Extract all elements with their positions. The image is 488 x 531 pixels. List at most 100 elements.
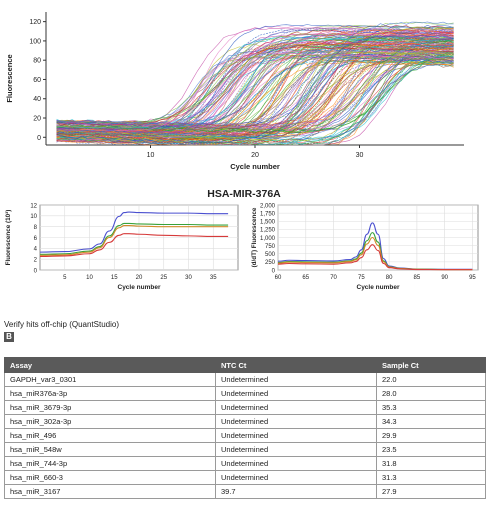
y-tick-label: 20: [33, 116, 41, 123]
table-row: hsa_miR_496 Undetermined 29.9: [4, 428, 486, 443]
amplification-curve: [56, 50, 454, 129]
amplification-curve: [56, 54, 454, 146]
ntc-ct-cell: Undetermined: [215, 456, 377, 471]
y-tick-label: 12: [30, 203, 37, 209]
amplification-curve: [56, 60, 454, 129]
amplification-curve: [56, 52, 454, 132]
assay-cell: hsa_miR_302a-3p: [4, 414, 216, 429]
table-row: hsa_miR_3167 39.7 27.9: [4, 484, 486, 499]
table-row: hsa_miR_548w Undetermined 23.5: [4, 442, 486, 457]
y-tick-label: 8: [34, 225, 38, 231]
section-title: Verify hits off-chip (QuantStudio): [4, 320, 120, 329]
x-axis-label: Cycle number: [118, 284, 161, 291]
amplification-curve: [56, 36, 454, 126]
assay-cell: hsa_miR_496: [4, 428, 216, 443]
x-tick-label: 15: [111, 275, 118, 281]
x-tick-label: 60: [275, 275, 282, 281]
table-row: hsa_miR376a-3p Undetermined 28.0: [4, 386, 486, 401]
y-tick-label: 1,250: [260, 228, 276, 234]
ntc-ct-cell: Undetermined: [215, 414, 377, 429]
amplification-curve: [56, 24, 454, 130]
y-tick-label: 60: [33, 77, 41, 84]
column-header-sample-ct: Sample Ct: [376, 357, 486, 373]
amplification-curve: [56, 38, 454, 144]
x-tick-label: 90: [441, 275, 448, 281]
amplification-curve: [56, 43, 454, 134]
sample-ct-cell: 28.0: [376, 386, 486, 401]
assay-cell: hsa_miR376a-3p: [4, 386, 216, 401]
series-line: [277, 244, 473, 271]
x-tick-label: 85: [414, 275, 421, 281]
amplification-curve: [56, 33, 454, 135]
table-row: hsa_miR_3679-3p Undetermined 35.3: [4, 400, 486, 415]
amplification-curve: [56, 34, 454, 144]
amplification-chart: 0 20 40 60 80 100 120 10 20 30 Cycle number Fluores…: [5, 12, 464, 171]
x-tick-label: 80: [386, 275, 393, 281]
x-tick-label: 10: [147, 152, 155, 159]
amplification-curve: [56, 41, 454, 137]
amplification-curve: [56, 43, 454, 141]
x-tick-label: 35: [210, 275, 217, 281]
amplification-curve: [56, 63, 454, 146]
x-tick-label: 30: [185, 275, 192, 281]
sample-ct-cell: 22.0: [376, 372, 486, 387]
y-tick-label: 40: [33, 96, 41, 103]
ntc-ct-cell: Undetermined: [215, 442, 377, 457]
amplification-curve: [56, 42, 454, 134]
column-header-ntc-ct: NTC Ct: [215, 357, 377, 373]
y-tick-label: 4: [34, 247, 38, 253]
y-axis-label: Fluorescence (10³): [5, 210, 12, 266]
y-tick-label: 2,000: [260, 203, 276, 209]
mir376a-amplification-chart: 0 2 4 6 8 10 12 5 10 15 20 25 30 35 Cycle number Fluore…: [5, 203, 239, 291]
assay-cell: hsa_miR_660-3: [4, 470, 216, 485]
ntc-ct-cell: Undetermined: [215, 386, 377, 401]
assay-cell: hsa_miR_548w: [4, 442, 216, 457]
sample-ct-cell: 31.8: [376, 456, 486, 471]
assay-cell: hsa_miR_3679-3p: [4, 400, 216, 415]
y-tick-label: 1,500: [260, 220, 276, 226]
y-tick-label: 1,000: [260, 236, 276, 242]
x-tick-label: 95: [469, 275, 476, 281]
y-tick-label: 750: [265, 244, 276, 250]
y-axis-label: Fluorescence: [5, 54, 14, 102]
x-tick-label: 10: [86, 275, 93, 281]
x-tick-label: 5: [63, 275, 67, 281]
ntc-ct-cell: Undetermined: [215, 400, 377, 415]
y-tick-label: 0: [37, 135, 41, 142]
x-tick-label: 20: [136, 275, 143, 281]
sample-ct-cell: 29.9: [376, 428, 486, 443]
y-tick-label: 100: [29, 38, 41, 45]
table-row: hsa_miR_660-3 Undetermined 31.3: [4, 470, 486, 485]
chart-title: HSA-MIR-376A: [207, 188, 281, 200]
ntc-ct-cell: Undetermined: [215, 428, 377, 443]
ntc-ct-cell: Undetermined: [215, 470, 377, 485]
amplification-curve: [56, 53, 454, 129]
amplification-curve: [56, 51, 454, 143]
amplification-curve: [56, 21, 454, 125]
x-tick-label: 20: [251, 152, 259, 159]
y-tick-label: 1,750: [260, 211, 276, 217]
series-line: [39, 222, 229, 255]
amplification-curve: [56, 26, 454, 132]
amplification-curve: [56, 61, 454, 139]
y-tick-label: 6: [34, 236, 38, 242]
y-tick-label: 80: [33, 58, 41, 65]
x-axis-label: Cycle number: [230, 162, 280, 171]
amplification-curve: [56, 28, 454, 144]
table-row: hsa_miR_302a-3p Undetermined 34.3: [4, 414, 486, 429]
y-tick-label: 0: [34, 268, 38, 274]
ntc-ct-cell: 39.7: [215, 484, 377, 499]
x-axis-label: Cycle number: [357, 284, 400, 291]
x-tick-label: 70: [330, 275, 337, 281]
series-line: [39, 225, 229, 256]
sample-ct-cell: 27.9: [376, 484, 486, 499]
amplification-curve: [56, 53, 454, 137]
x-tick-label: 65: [302, 275, 309, 281]
amplification-curve: [56, 38, 454, 129]
sample-ct-cell: 34.3: [376, 414, 486, 429]
amplification-curve: [56, 51, 454, 130]
assay-cell: hsa_miR_744-3p: [4, 456, 216, 471]
mir376a-melt-curve-chart: 0 250 500 750 1,000 1,250 1,500 1,750 2,000 60 65 7…: [251, 203, 479, 291]
y-tick-label: 250: [265, 260, 276, 266]
x-tick-label: 25: [160, 275, 167, 281]
